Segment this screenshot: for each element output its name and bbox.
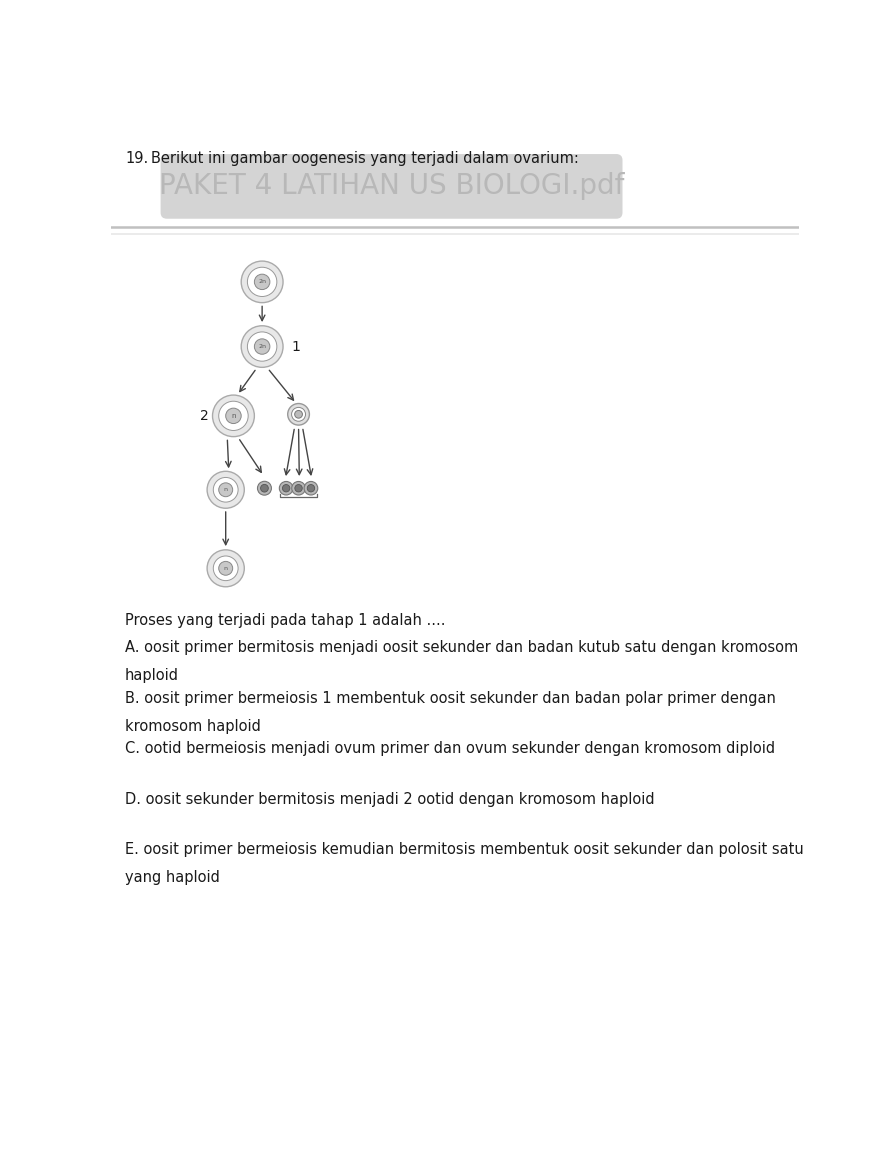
Circle shape xyxy=(226,408,242,424)
Circle shape xyxy=(291,408,305,422)
Circle shape xyxy=(218,562,233,576)
Text: n: n xyxy=(224,565,227,571)
Circle shape xyxy=(242,261,283,302)
Circle shape xyxy=(295,485,302,492)
Text: 1: 1 xyxy=(291,340,300,354)
Circle shape xyxy=(295,410,303,418)
Text: 2: 2 xyxy=(200,409,209,423)
Circle shape xyxy=(254,339,270,354)
Text: PAKET 4 LATIHAN US BIOLOGI.pdf: PAKET 4 LATIHAN US BIOLOGI.pdf xyxy=(159,172,624,200)
Text: yang haploid: yang haploid xyxy=(125,871,220,886)
Circle shape xyxy=(254,275,270,290)
Circle shape xyxy=(248,268,277,296)
Circle shape xyxy=(280,481,293,495)
Circle shape xyxy=(307,485,314,492)
Circle shape xyxy=(213,556,238,580)
Circle shape xyxy=(304,481,318,495)
Text: Berikut ini gambar oogenesis yang terjadi dalam ovarium:: Berikut ini gambar oogenesis yang terjad… xyxy=(151,151,579,165)
Circle shape xyxy=(282,485,289,492)
Text: n: n xyxy=(231,412,235,419)
Text: D. oosit sekunder bermitosis menjadi 2 ootid dengan kromosom haploid: D. oosit sekunder bermitosis menjadi 2 o… xyxy=(125,792,654,807)
Text: Proses yang terjadi pada tahap 1 adalah ....: Proses yang terjadi pada tahap 1 adalah … xyxy=(125,612,446,629)
Circle shape xyxy=(248,332,277,361)
Circle shape xyxy=(258,481,272,495)
Circle shape xyxy=(288,403,309,425)
Circle shape xyxy=(260,485,268,492)
Circle shape xyxy=(218,483,233,496)
Text: E. oosit primer bermeiosis kemudian bermitosis membentuk oosit sekunder dan polo: E. oosit primer bermeiosis kemudian berm… xyxy=(125,842,804,857)
Circle shape xyxy=(213,478,238,502)
Circle shape xyxy=(242,326,283,368)
Text: haploid: haploid xyxy=(125,668,179,683)
Text: 19.: 19. xyxy=(125,151,148,165)
Text: B. oosit primer bermeiosis 1 membentuk oosit sekunder dan badan polar primer den: B. oosit primer bermeiosis 1 membentuk o… xyxy=(125,691,776,705)
Text: A. oosit primer bermitosis menjadi oosit sekunder dan badan kutub satu dengan kr: A. oosit primer bermitosis menjadi oosit… xyxy=(125,640,798,655)
Circle shape xyxy=(207,550,244,587)
Text: 2n: 2n xyxy=(258,344,266,349)
Text: C. ootid bermeiosis menjadi ovum primer dan ovum sekunder dengan kromosom diploi: C. ootid bermeiosis menjadi ovum primer … xyxy=(125,741,775,756)
Circle shape xyxy=(207,471,244,508)
Text: 2n: 2n xyxy=(258,279,266,284)
Circle shape xyxy=(218,401,248,431)
Text: kromosom haploid: kromosom haploid xyxy=(125,718,261,733)
FancyBboxPatch shape xyxy=(161,154,622,218)
Text: n: n xyxy=(224,487,227,492)
Circle shape xyxy=(212,395,254,437)
Circle shape xyxy=(292,481,305,495)
